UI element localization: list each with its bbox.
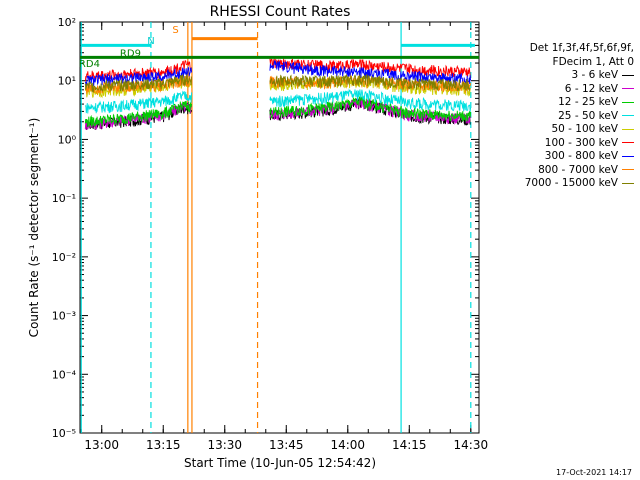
x-tick-label: 14:15: [392, 438, 427, 452]
y-tick-label: 10⁻⁵: [52, 427, 76, 440]
legend-swatch: [622, 182, 634, 184]
legend-swatch: [622, 142, 634, 143]
annotation-label: N: [147, 36, 154, 47]
y-tick-label: 10⁰: [58, 133, 77, 146]
legend-entry: 800 - 7000 keV: [484, 164, 634, 178]
legend-entry-label: 800 - 7000 keV: [538, 163, 618, 176]
legend-entry-label: 300 - 800 keV: [544, 150, 618, 162]
legend-entry-label: 7000 - 15000 keV: [524, 177, 618, 189]
series-line: [84, 96, 472, 128]
x-tick-label: 13:15: [146, 438, 181, 452]
legend-entry: 12 - 25 keV: [484, 96, 634, 110]
plot-frame: [79, 21, 480, 434]
x-tick-label: 13:30: [207, 438, 242, 452]
series-line: [84, 73, 471, 93]
x-tick-label: 13:45: [269, 438, 304, 452]
legend-entry: 3 - 6 keV: [484, 69, 634, 83]
legend-swatch: [622, 74, 634, 76]
annotation-label: S: [172, 25, 178, 36]
y-tick-label: 10⁻²: [52, 251, 76, 264]
x-tick-label: 14:00: [330, 438, 365, 452]
legend-swatch: [622, 155, 634, 157]
x-tick-label: 13:00: [84, 438, 119, 452]
legend-entry: 300 - 800 keV: [484, 150, 634, 164]
annotation-label: RD4: [79, 59, 100, 70]
legend-entry: 100 - 300 keV: [484, 137, 634, 151]
chart-title: RHESSI Count Rates: [210, 4, 351, 20]
x-tick-label: 14:30: [454, 438, 489, 452]
legend-entry: 25 - 50 keV: [484, 110, 634, 124]
legend-swatch: [622, 169, 634, 170]
legend-entry-label: 3 - 6 keV: [571, 69, 618, 81]
footer-timestamp: 17-Oct-2021 14:17: [556, 468, 632, 477]
y-tick-label: 10⁻⁴: [52, 368, 77, 381]
x-axis-label: Start Time (10-Jun-05 12:54:42): [184, 456, 376, 470]
legend-header-line-2: FDecim 1, Att 0: [552, 55, 634, 68]
series-line: [84, 59, 472, 87]
legend-entry-label: 12 - 25 keV: [558, 96, 618, 108]
legend-swatch: [622, 101, 634, 103]
series-line: [84, 88, 472, 114]
y-tick-label: 10⁻¹: [52, 192, 76, 205]
legend-swatch: [622, 115, 634, 116]
legend-swatch: [622, 88, 634, 89]
legend-entry: 7000 - 15000 keV: [484, 177, 634, 191]
legend-entry-label: 25 - 50 keV: [558, 109, 618, 122]
legend-header-line-1: Det 1f,3f,4f,5f,6f,9f,: [529, 42, 634, 54]
chart-legend: Det 1f,3f,4f,5f,6f,9f, FDecim 1, Att 0 3…: [484, 42, 634, 191]
legend-swatch: [622, 128, 634, 130]
y-axis-label: Count Rate (s⁻¹ detector segment⁻¹): [27, 118, 41, 338]
y-tick-label: 10¹: [58, 75, 76, 88]
annotation-label: RD9: [120, 48, 141, 59]
legend-entry: 50 - 100 keV: [484, 123, 634, 137]
legend-entry-label: 100 - 300 keV: [544, 136, 618, 149]
legend-entry: 6 - 12 keV: [484, 83, 634, 97]
legend-entry-label: 50 - 100 keV: [551, 123, 618, 135]
legend-entry-label: 6 - 12 keV: [564, 82, 618, 95]
y-tick-label: 10⁻³: [52, 310, 76, 323]
y-tick-label: 10²: [58, 16, 76, 29]
